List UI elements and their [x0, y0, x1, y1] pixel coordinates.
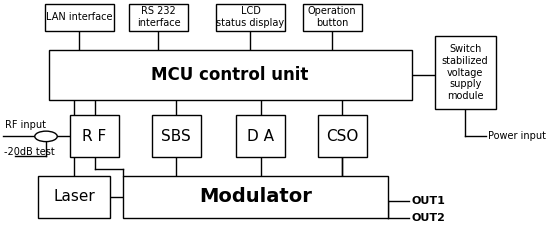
Text: RF input: RF input — [5, 120, 46, 130]
Text: LCD
status display: LCD status display — [216, 6, 284, 28]
Bar — [129, 4, 188, 31]
Bar — [303, 4, 362, 31]
Text: -20dB test: -20dB test — [4, 147, 55, 157]
Bar — [45, 4, 114, 31]
Text: Laser: Laser — [53, 189, 95, 204]
Text: RS 232
interface: RS 232 interface — [136, 6, 180, 28]
Bar — [123, 176, 388, 218]
Text: R F: R F — [82, 129, 107, 144]
Text: MCU control unit: MCU control unit — [151, 66, 309, 84]
Text: Operation
button: Operation button — [308, 6, 356, 28]
Bar — [236, 115, 285, 157]
Text: SBS: SBS — [162, 129, 191, 144]
Bar — [70, 115, 119, 157]
Bar — [216, 4, 285, 31]
Text: OUT1: OUT1 — [411, 196, 446, 206]
Text: Switch
stabilized
voltage
supply
module: Switch stabilized voltage supply module — [442, 45, 488, 101]
Bar — [152, 115, 201, 157]
Text: OUT2: OUT2 — [411, 213, 446, 223]
Bar — [39, 176, 110, 218]
Bar — [318, 115, 367, 157]
Text: LAN interface: LAN interface — [46, 12, 113, 22]
Circle shape — [35, 131, 57, 142]
Text: D A: D A — [247, 129, 274, 144]
Bar — [48, 50, 411, 100]
Text: Modulator: Modulator — [199, 188, 312, 206]
Text: Power input: Power input — [488, 131, 546, 141]
Text: CSO: CSO — [326, 129, 359, 144]
Bar — [434, 36, 496, 109]
